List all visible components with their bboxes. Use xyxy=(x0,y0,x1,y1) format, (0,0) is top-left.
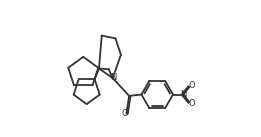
Text: N: N xyxy=(180,90,187,99)
Text: O: O xyxy=(121,109,128,118)
Text: N: N xyxy=(110,73,117,82)
Text: O: O xyxy=(188,81,195,90)
Text: O: O xyxy=(188,99,195,108)
